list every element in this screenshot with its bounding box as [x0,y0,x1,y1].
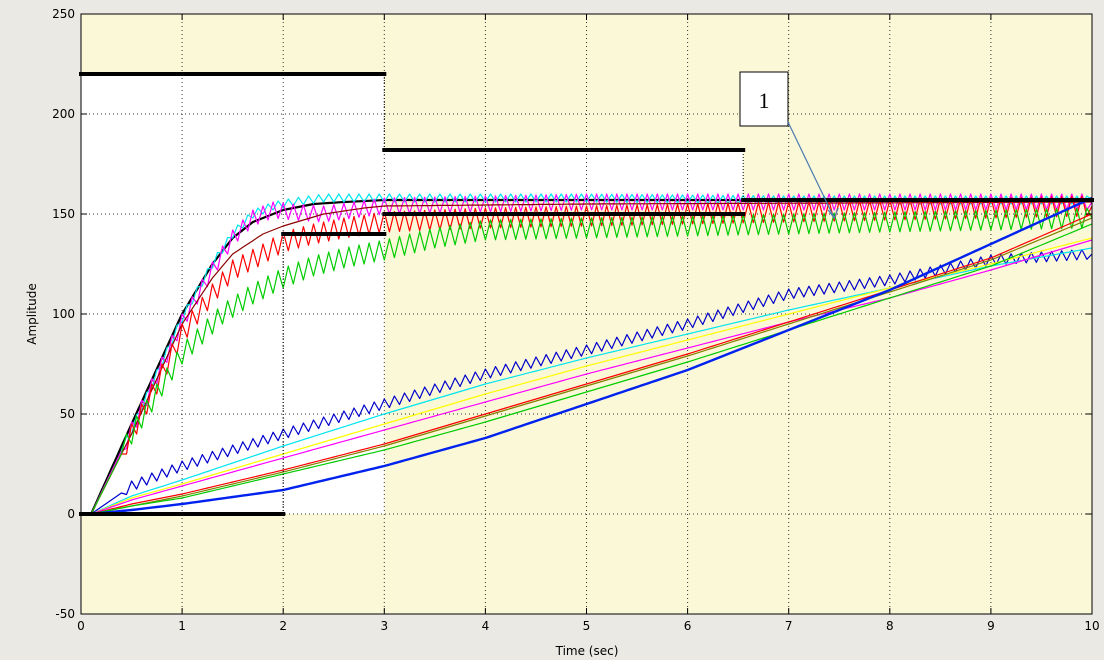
callout-arrow-line [787,121,835,219]
x-tick-label: 0 [77,619,85,633]
y-tick-label: 50 [60,407,75,421]
callout: 1 [739,71,839,220]
x-axis-label: Time (sec) [555,644,619,658]
callout-arrow-head [827,207,839,220]
response-curve-14 [90,196,1093,516]
x-tick-label: 9 [987,619,995,633]
callout-box [739,71,789,127]
x-tick-label: 7 [785,619,793,633]
response-curve-7 [90,249,1093,515]
y-tick-label: 150 [52,207,75,221]
x-tick-label: 8 [886,619,894,633]
y-tick-label: -50 [55,607,75,621]
response-curve-2 [90,193,1093,515]
x-tick-label: 5 [583,619,591,633]
response-curve-5 [90,195,1093,515]
response-curve-6 [90,207,1093,515]
response-curve-10 [90,239,1093,515]
white-region-1 [81,74,385,514]
x-tick-label: 6 [684,619,692,633]
y-tick-label: 100 [52,307,75,321]
response-curve-9 [90,237,1093,515]
response-curve-3 [90,193,1093,515]
plot-area [79,13,1094,615]
y-tick-label: 250 [52,7,75,21]
response-curve-13 [90,223,1093,515]
x-tick-label: 10 [1084,619,1099,633]
y-axis-label: Amplitude [25,283,39,345]
y-tick-label: 200 [52,107,75,121]
white-region-2 [384,150,744,200]
callout-label: 1 [759,88,770,113]
response-curve-12 [90,217,1093,515]
response-curve-11 [90,213,1093,515]
x-tick-label: 2 [279,619,287,633]
response-curve-4 [90,201,1092,515]
x-tick-label: 3 [380,619,388,633]
x-tick-label: 1 [178,619,186,633]
y-tick-label: 0 [67,507,75,521]
x-tick-label: 4 [482,619,490,633]
